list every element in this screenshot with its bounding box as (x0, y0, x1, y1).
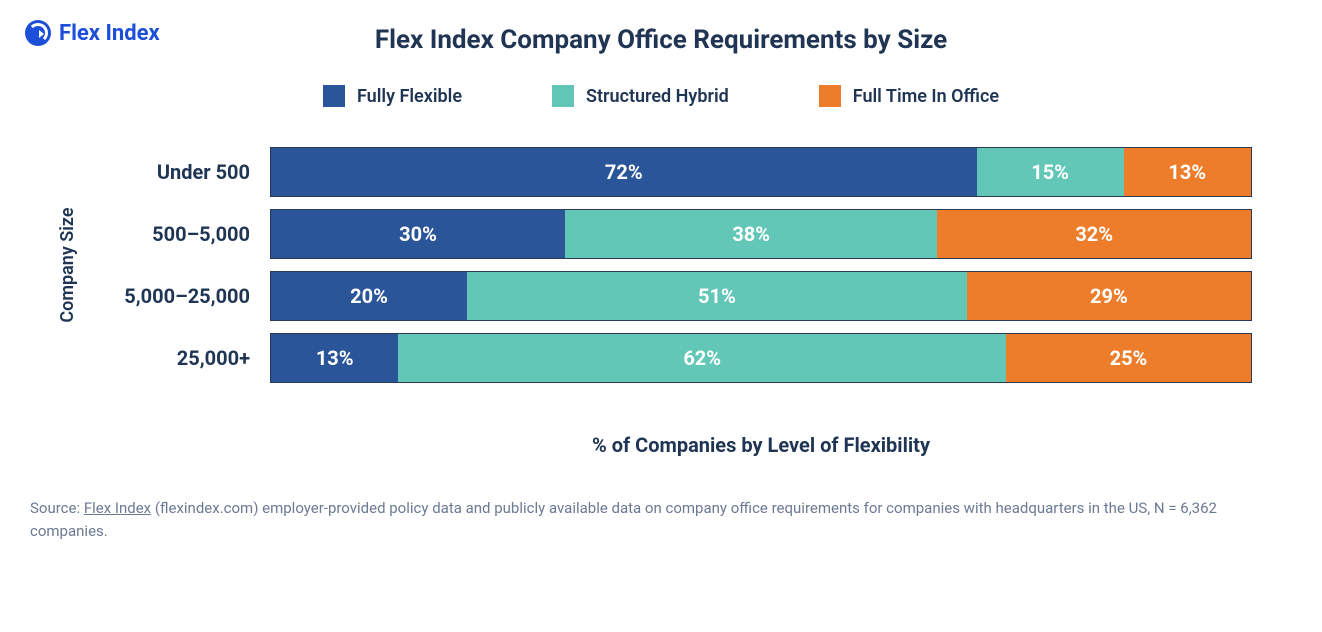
bar-segment: 62% (398, 334, 1006, 382)
row-label: Under 500 (30, 160, 250, 184)
bar-segment: 51% (467, 272, 967, 320)
x-axis-title: % of Companies by Level of Flexibility (30, 433, 1292, 457)
row-label: 25,000+ (30, 346, 250, 370)
bar-segment: 72% (271, 148, 977, 196)
legend-item: Fully Flexible (323, 85, 462, 107)
chart-row: 500–5,00030%38%32% (270, 209, 1252, 259)
legend-label: Structured Hybrid (586, 86, 729, 107)
legend: Fully Flexible Structured Hybrid Full Time… (30, 85, 1292, 107)
chart-area: Company Size Under 50072%15%13%500–5,000… (30, 147, 1292, 383)
source-note: Source: Flex Index (flexindex.com) emplo… (30, 497, 1292, 542)
bar-segment: 29% (967, 272, 1251, 320)
logo: Flex Index (25, 20, 160, 46)
legend-swatch (552, 85, 574, 107)
bar-segment: 15% (977, 148, 1124, 196)
bar-segment: 38% (565, 210, 937, 258)
legend-swatch (819, 85, 841, 107)
chart-title: Flex Index Company Office Requirements b… (30, 25, 1292, 55)
chart-rows: Under 50072%15%13% 500–5,00030%38%32% 5,00… (270, 147, 1252, 383)
source-rest: (flexindex.com) employer-provided policy… (30, 499, 1217, 540)
bar-segment: 30% (271, 210, 565, 258)
legend-swatch (323, 85, 345, 107)
bar-segment: 25% (1006, 334, 1251, 382)
chart-row: 25,000+13%62%25% (270, 333, 1252, 383)
row-label: 5,000–25,000 (30, 284, 250, 308)
legend-label: Fully Flexible (357, 86, 462, 107)
bar-container: 13%62%25% (270, 333, 1252, 383)
flex-index-logo-icon (25, 20, 51, 46)
legend-item: Full Time In Office (819, 85, 999, 107)
legend-label: Full Time In Office (853, 86, 999, 107)
chart-row: Under 50072%15%13% (270, 147, 1252, 197)
bar-container: 30%38%32% (270, 209, 1252, 259)
bar-segment: 20% (271, 272, 467, 320)
logo-text: Flex Index (59, 21, 160, 46)
legend-item: Structured Hybrid (552, 85, 729, 107)
bar-segment: 32% (937, 210, 1251, 258)
source-prefix: Source: (30, 499, 84, 517)
chart-row: 5,000–25,00020%51%29% (270, 271, 1252, 321)
bar-container: 20%51%29% (270, 271, 1252, 321)
bar-container: 72%15%13% (270, 147, 1252, 197)
bar-segment: 13% (271, 334, 398, 382)
source-link[interactable]: Flex Index (84, 499, 151, 517)
bar-segment: 13% (1124, 148, 1251, 196)
row-label: 500–5,000 (30, 222, 250, 246)
